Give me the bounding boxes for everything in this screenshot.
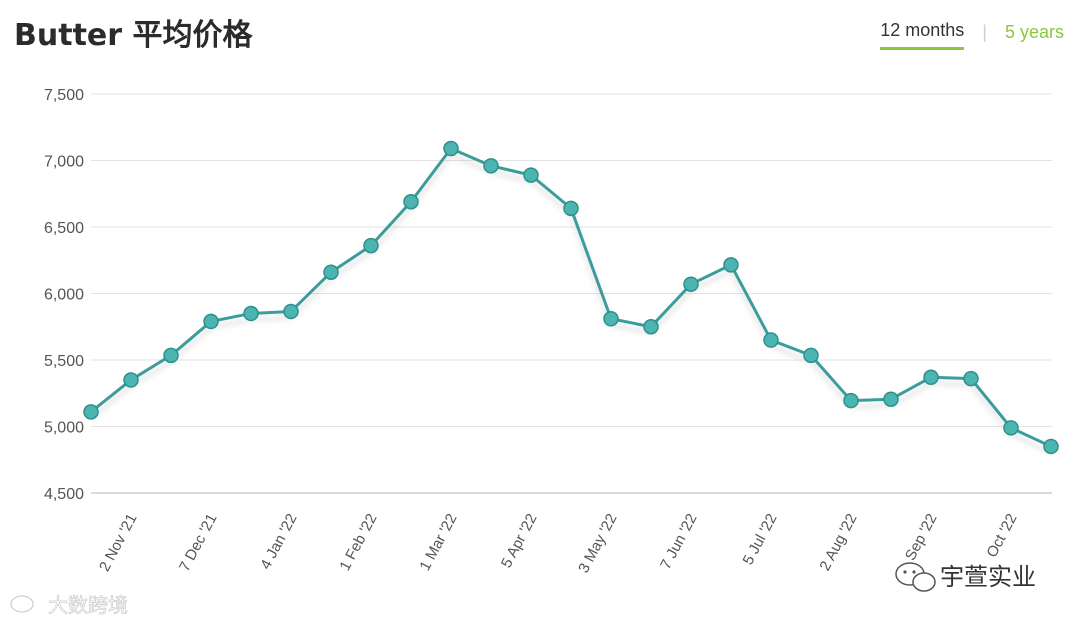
data-point — [443, 140, 459, 157]
data-point — [363, 237, 379, 254]
data-point — [483, 158, 499, 174]
data-point — [523, 167, 539, 183]
data-point — [963, 370, 979, 387]
y-tick-label: 6,500 — [44, 220, 84, 237]
series-butter — [83, 140, 1059, 455]
chart-title: Butter 平均价格 — [14, 18, 253, 53]
tab-5-years[interactable]: 5 years — [1004, 21, 1064, 42]
x-tick-label: 5 Jul '22 — [740, 511, 781, 568]
data-point — [843, 392, 859, 409]
x-tick-label: 3 May '22 — [575, 511, 620, 576]
data-point — [323, 264, 339, 280]
data-point — [603, 311, 619, 327]
data-point — [123, 372, 139, 388]
data-point — [83, 404, 99, 420]
y-axis: 4,500 5,000 5,500 6,000 6,500 7,000 7,500 — [44, 87, 84, 503]
x-tick-label: 2 Aug '22 — [816, 511, 860, 574]
y-tick-label: 5,500 — [44, 353, 84, 370]
data-point — [723, 257, 739, 273]
gridlines — [91, 93, 1052, 494]
data-point — [803, 347, 819, 364]
weibo-logo-icon — [9, 583, 43, 614]
x-tick-label: Oct '22 — [983, 511, 1020, 561]
data-point — [403, 193, 419, 210]
data-point — [883, 391, 899, 407]
data-point — [243, 305, 259, 322]
x-tick-label: 4 Jan '22 — [257, 511, 300, 572]
x-tick-label: 1 Feb '22 — [336, 511, 380, 574]
x-tick-label: 2 Nov '21 — [96, 511, 141, 575]
data-point — [203, 313, 219, 330]
data-point — [163, 347, 179, 364]
y-tick-label: 6,000 — [44, 287, 84, 304]
x-tick-label: 5 Apr '22 — [498, 511, 541, 571]
y-tick-label: 7,000 — [44, 154, 84, 171]
y-tick-label: 4,500 — [44, 486, 84, 503]
data-point — [643, 319, 659, 335]
x-tick-label: Sep '22 — [902, 511, 941, 563]
weibo-logo-icon-shadow — [10, 595, 34, 613]
x-tick-label: 7 Jun '22 — [657, 511, 700, 572]
watermark-left-text: 大数跨境 — [48, 593, 128, 617]
data-point — [1043, 438, 1059, 455]
tab-divider: | — [982, 21, 987, 42]
watermark-left: 大数跨境 — [9, 583, 128, 617]
x-tick-label: 7 Dec '21 — [176, 511, 221, 575]
x-tick-label: 1 Mar '22 — [416, 511, 460, 574]
tab-12-months[interactable]: 12 months — [880, 20, 965, 50]
x-axis: 2 Nov '21 7 Dec '21 4 Jan '22 1 Feb '22 1 Ma… — [96, 511, 1021, 576]
watermark-right-text: 宇萱实业 — [940, 563, 1036, 591]
data-point — [763, 332, 779, 348]
y-tick-label: 7,500 — [44, 87, 84, 104]
watermark-right: 宇萱实业 — [895, 562, 1036, 592]
data-point — [563, 200, 579, 217]
series-line — [90, 147, 1052, 448]
data-point — [283, 303, 299, 320]
wechat-logo-icon — [895, 562, 936, 592]
data-point — [923, 369, 939, 386]
data-point — [1003, 420, 1019, 436]
range-tabs: 12 months | 5 years — [880, 20, 1064, 50]
y-tick-label: 5,000 — [44, 420, 84, 437]
data-point — [683, 276, 699, 292]
